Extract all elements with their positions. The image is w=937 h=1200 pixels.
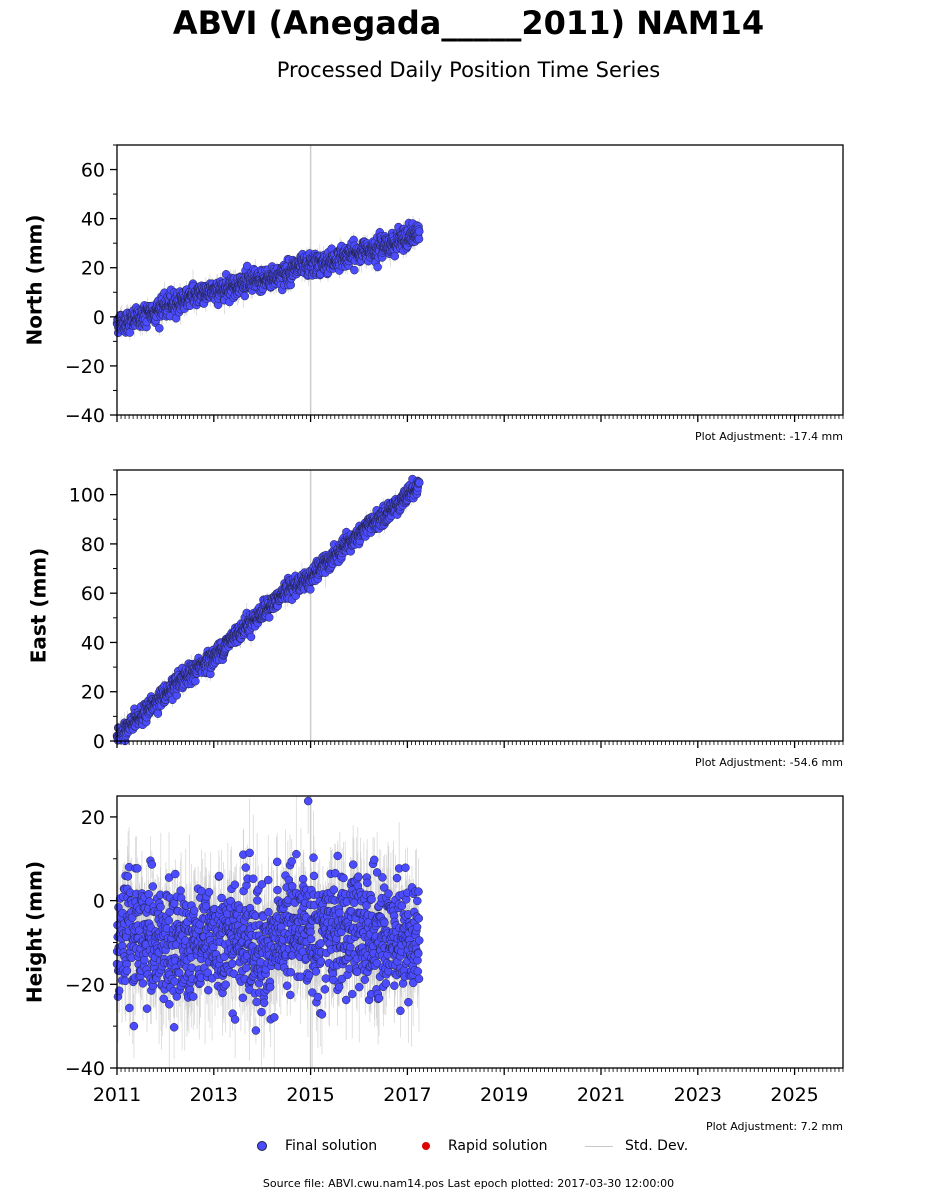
panel-1: −40 −20 0 20 40 60 North (mm) Plot Adjustment: …: [23, 144, 844, 443]
data-point: [240, 291, 250, 301]
data-point: [415, 227, 424, 236]
data-point: [306, 585, 315, 594]
y-axis-label: North (mm): [23, 214, 47, 345]
data-point: [390, 251, 400, 261]
data-point: [350, 265, 359, 275]
y-tick-label: −20: [65, 356, 105, 378]
final-solution-points: [112, 474, 424, 746]
y-tick-label: −40: [65, 405, 105, 427]
data-point: [153, 709, 163, 718]
data-point: [264, 613, 274, 622]
data-point: [191, 676, 200, 686]
y-tick-label: 40: [81, 209, 105, 231]
chart-subtitle: Processed Daily Position Time Series: [276, 58, 661, 82]
data-point: [414, 234, 424, 244]
y-tick-label: 0: [93, 307, 105, 329]
plot-adjustment-label: Plot Adjustment: -17.4 mm: [695, 430, 843, 443]
data-point: [373, 262, 382, 272]
final-solution-points: [112, 218, 424, 338]
y-tick-label: 20: [81, 258, 105, 280]
data-point: [155, 324, 164, 333]
chart-title: ABVI (Anegada_____2011) NAM14: [172, 4, 765, 42]
y-tick-label: 60: [81, 160, 105, 182]
data-point: [246, 632, 256, 642]
